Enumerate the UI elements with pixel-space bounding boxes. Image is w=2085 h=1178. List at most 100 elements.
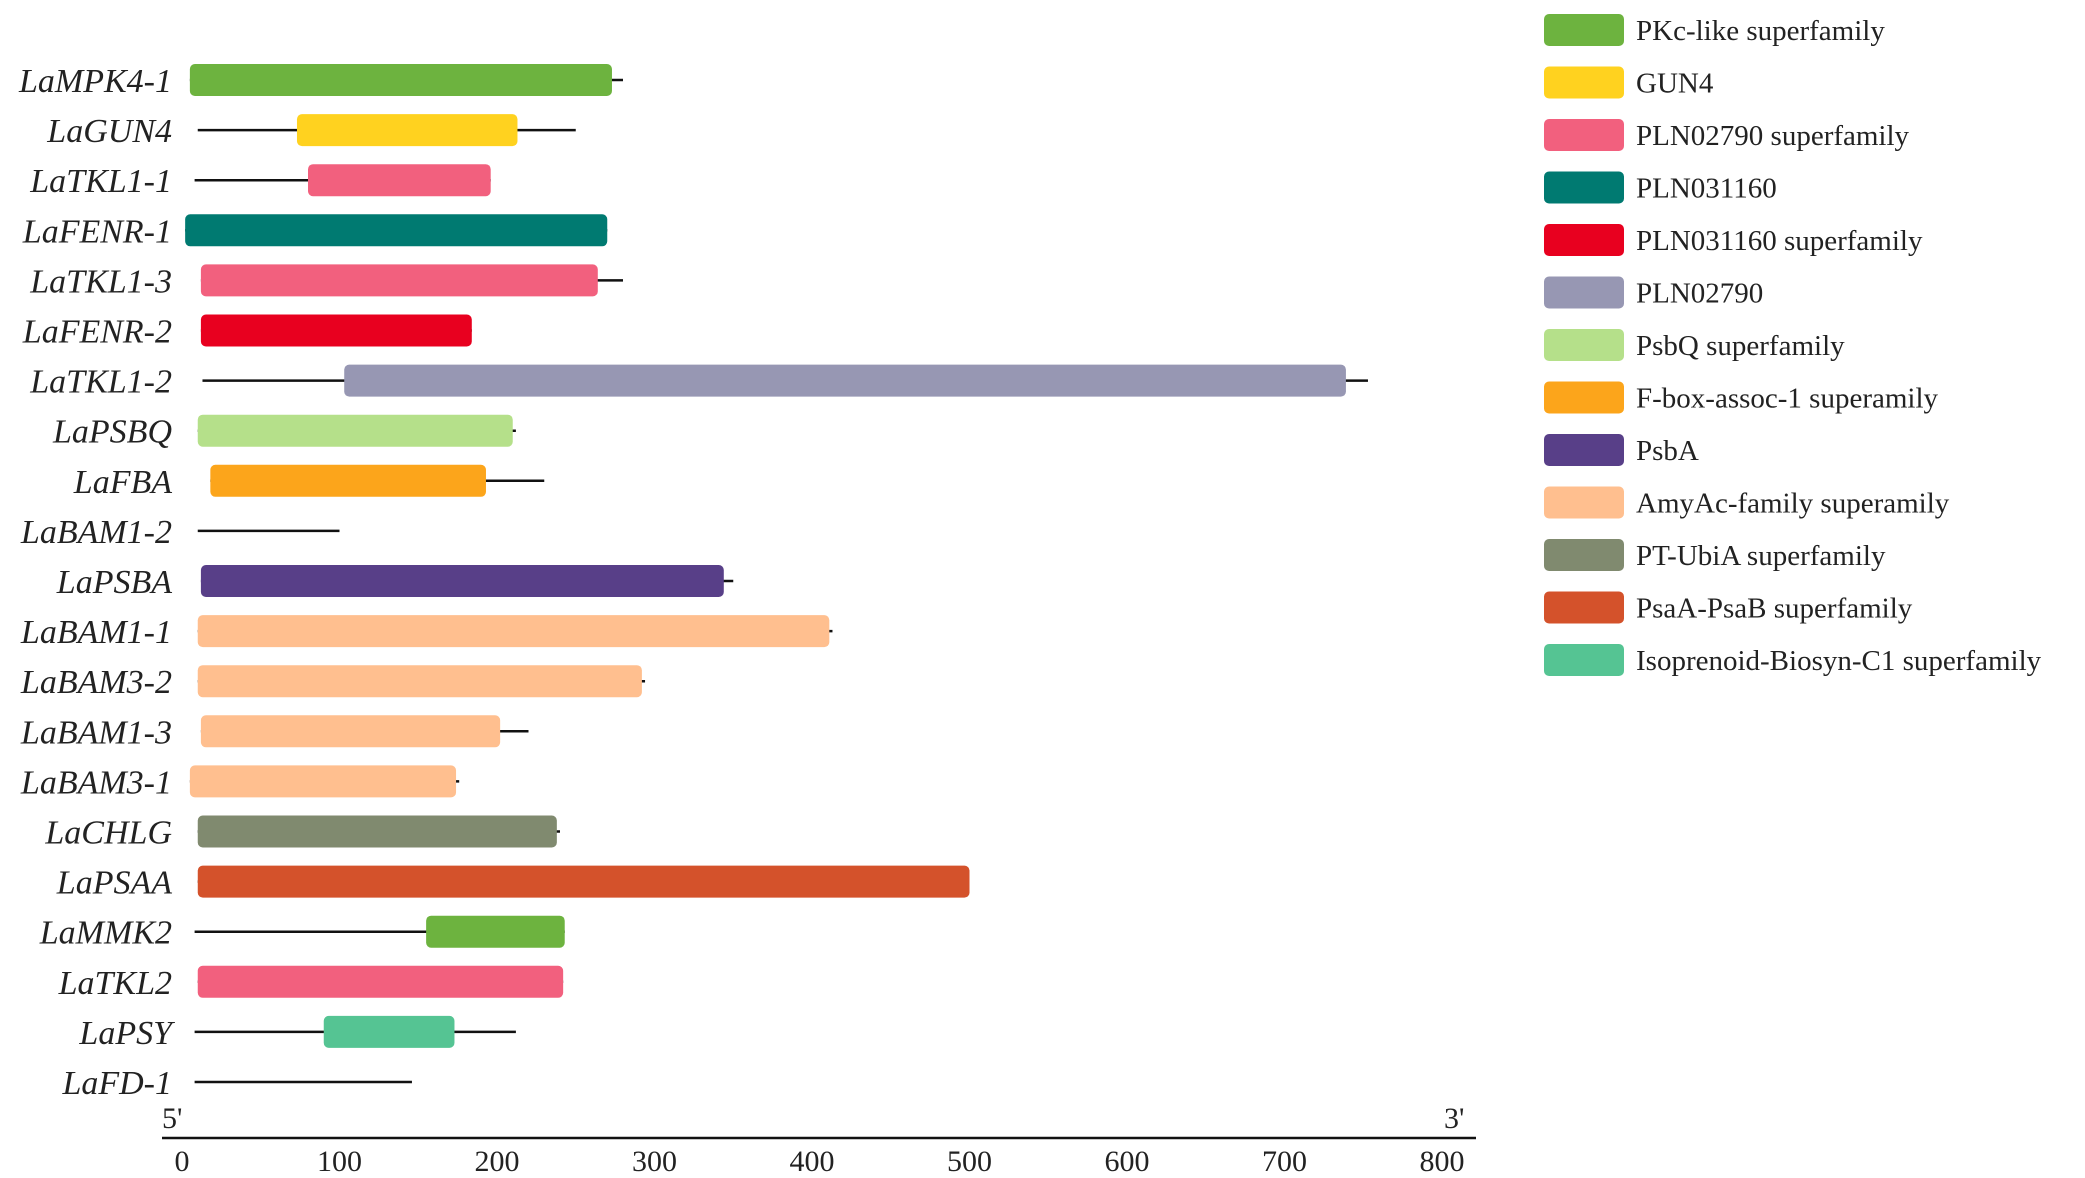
legend-entry: AmyAc-family superamily [1544, 486, 1950, 520]
gene-label: LaBAM3-1 [20, 764, 172, 801]
legend-entry: PLN031160 superfamily [1544, 224, 1923, 257]
legend-swatch [1544, 276, 1624, 309]
legend-label: PLN02790 superfamily [1636, 120, 1910, 152]
axis-tick-label: 200 [475, 1145, 520, 1178]
gene-label: LaGUN4 [46, 113, 172, 150]
gene-label: LaPSY [78, 1015, 175, 1052]
legend-label: Isoprenoid-Biosyn-C1 superfamily [1636, 645, 2042, 677]
legend-label: PLN031160 [1636, 173, 1777, 205]
gene-row: LaBAM1-1 [20, 614, 833, 651]
legend-label: PLN02790 [1636, 278, 1763, 310]
axis-tick-label: 800 [1420, 1145, 1465, 1178]
gene-row: LaTKL1-3 [29, 263, 623, 300]
length-axis: 5' 3' 0 100 200 300 400 500 600 700 800 [162, 1102, 1476, 1178]
domain-bar [200, 565, 724, 597]
gene-row: LaTKL1-2 [29, 364, 1368, 401]
gene-label: LaBAM1-1 [20, 614, 172, 651]
gene-label: LaFENR-2 [22, 314, 172, 351]
legend-label: AmyAc-family superamily [1636, 488, 1950, 520]
domain-bar [197, 414, 513, 447]
domain-bar [200, 715, 501, 748]
legend-label: PLN031160 superfamily [1636, 225, 1923, 257]
gene-row: LaPSAA [56, 865, 970, 902]
domain-bar [197, 865, 970, 898]
gene-label: LaMMK2 [39, 915, 172, 952]
legend-swatch [1544, 171, 1624, 204]
domain-bar [189, 64, 612, 96]
gene-label: LaTKL1-2 [29, 364, 172, 401]
legend-label: PsbA [1636, 435, 1699, 467]
axis-tick-label: 700 [1262, 1145, 1307, 1178]
gene-label: LaPSBA [56, 564, 172, 601]
gene-row: LaBAM3-2 [20, 664, 646, 701]
gene-row: LaTKL1-1 [29, 163, 491, 200]
gene-label: LaMPK4-1 [18, 63, 172, 100]
legend-entry: PLN031160 [1544, 171, 1777, 205]
gene-label: LaPSAA [56, 865, 172, 902]
domain-bar [426, 915, 565, 948]
axis-tick-label: 300 [632, 1145, 677, 1178]
legend-swatch [1544, 381, 1624, 414]
legend-swatch [1544, 591, 1624, 624]
legend-swatch [1544, 224, 1624, 256]
gene-label: LaBAM1-3 [20, 714, 172, 751]
legend-entry: PsaA-PsaB superfamily [1544, 591, 1913, 625]
gene-label: LaBAM3-2 [20, 664, 172, 701]
gene-row: LaBAM3-1 [20, 764, 460, 801]
axis-tick-label: 500 [947, 1145, 992, 1178]
gene-label: LaTKL2 [58, 965, 172, 1002]
gene-label: LaBAM1-2 [20, 514, 172, 551]
domain-bar [308, 164, 491, 197]
domain-bar [200, 264, 598, 297]
legend-entry: Isoprenoid-Biosyn-C1 superfamily [1544, 644, 2042, 677]
legend-swatch [1544, 329, 1624, 361]
legend-label: PKc-like superfamily [1636, 15, 1885, 47]
domain-bar [189, 765, 457, 798]
legend-swatch [1544, 644, 1624, 676]
gene-row: LaFENR-2 [22, 314, 472, 351]
gene-row: LaPSY [78, 1015, 516, 1052]
gene-label: LaCHLG [44, 815, 172, 852]
legend-entry: PLN02790 [1544, 276, 1763, 310]
legend-swatch [1544, 486, 1624, 519]
legend-label: PT-UbiA superfamily [1636, 540, 1886, 572]
domain-bar [197, 665, 642, 698]
gene-row: LaGUN4 [46, 113, 576, 150]
legend-entry: PsbQ superfamily [1544, 329, 1845, 362]
legend-swatch [1544, 434, 1624, 466]
domain-bar [197, 615, 830, 648]
domain-bar [185, 214, 608, 247]
legend-label: GUN4 [1636, 68, 1714, 100]
gene-label: LaFENR-1 [22, 213, 172, 250]
axis-tick-label: 100 [317, 1145, 362, 1178]
legend-entry: PT-UbiA superfamily [1544, 539, 1886, 572]
gene-label: LaPSBQ [52, 414, 172, 451]
gene-row: LaMPK4-1 [18, 63, 623, 100]
gene-row: LaCHLG [44, 815, 560, 852]
five-prime-label: 5' [162, 1102, 182, 1135]
legend-entry: PsbA [1544, 434, 1699, 467]
legend-swatch [1544, 14, 1624, 46]
gene-row: LaMMK2 [39, 915, 565, 952]
domain-bar [296, 114, 518, 147]
gene-label: LaFD-1 [61, 1065, 172, 1102]
legend-entry: F-box-assoc-1 superamily [1544, 381, 1939, 415]
domain-bar [197, 815, 557, 848]
gene-row: LaBAM1-3 [20, 714, 529, 751]
axis-tick-label: 600 [1105, 1145, 1150, 1178]
domain-bar [197, 965, 564, 998]
legend-entry: PLN02790 superfamily [1544, 119, 1910, 152]
gene-row: LaBAM1-2 [20, 514, 340, 551]
domain-bar [323, 1015, 455, 1048]
gene-row: LaFENR-1 [22, 213, 608, 250]
gene-label: LaTKL1-1 [29, 163, 172, 200]
gene-label: LaFBA [73, 464, 172, 501]
legend-label: F-box-assoc-1 superamily [1636, 383, 1939, 415]
legend-entry: GUN4 [1544, 66, 1714, 100]
legend-swatch [1544, 66, 1624, 99]
axis-tick-label: 400 [790, 1145, 835, 1178]
gene-row: LaFD-1 [61, 1065, 412, 1102]
legend-swatch [1544, 119, 1624, 151]
legend-label: PsbQ superfamily [1636, 330, 1845, 362]
legend-entry: PKc-like superfamily [1544, 14, 1885, 47]
